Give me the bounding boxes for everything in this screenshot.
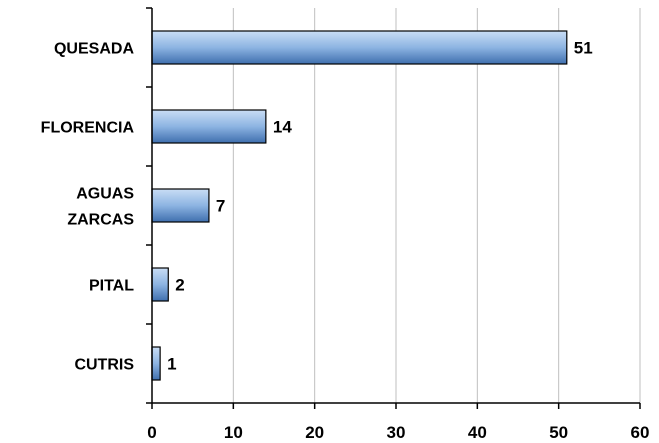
axes [146,7,641,409]
x-tick-label: 50 [549,423,568,442]
bar [151,30,568,65]
category-label: PITAL [89,278,134,295]
x-tick-label: 0 [147,423,156,442]
bar [151,109,267,144]
x-tick-label: 30 [387,423,406,442]
data-label: 1 [167,355,176,374]
bar [151,188,210,223]
labels: 51 QUESADA 14 FLORENCIA 7 AGUAS ZARCAS 2 PITAL 1 C… [41,39,650,443]
data-label: 7 [216,197,225,216]
data-label: 51 [574,39,593,58]
x-tick-label: 60 [631,423,650,442]
bars [151,30,568,381]
category-label: CUTRIS [74,357,134,374]
x-tick-label: 20 [305,423,324,442]
x-tick-label: 40 [468,423,487,442]
bar [151,346,161,381]
data-label: 2 [175,276,184,295]
category-label: FLORENCIA [41,120,135,137]
grid-lines [232,8,641,403]
data-label: 14 [273,118,292,137]
x-tick-label: 10 [224,423,243,442]
category-label: QUESADA [54,41,134,58]
category-label: AGUAS ZARCAS [67,186,134,229]
bar [151,267,169,302]
